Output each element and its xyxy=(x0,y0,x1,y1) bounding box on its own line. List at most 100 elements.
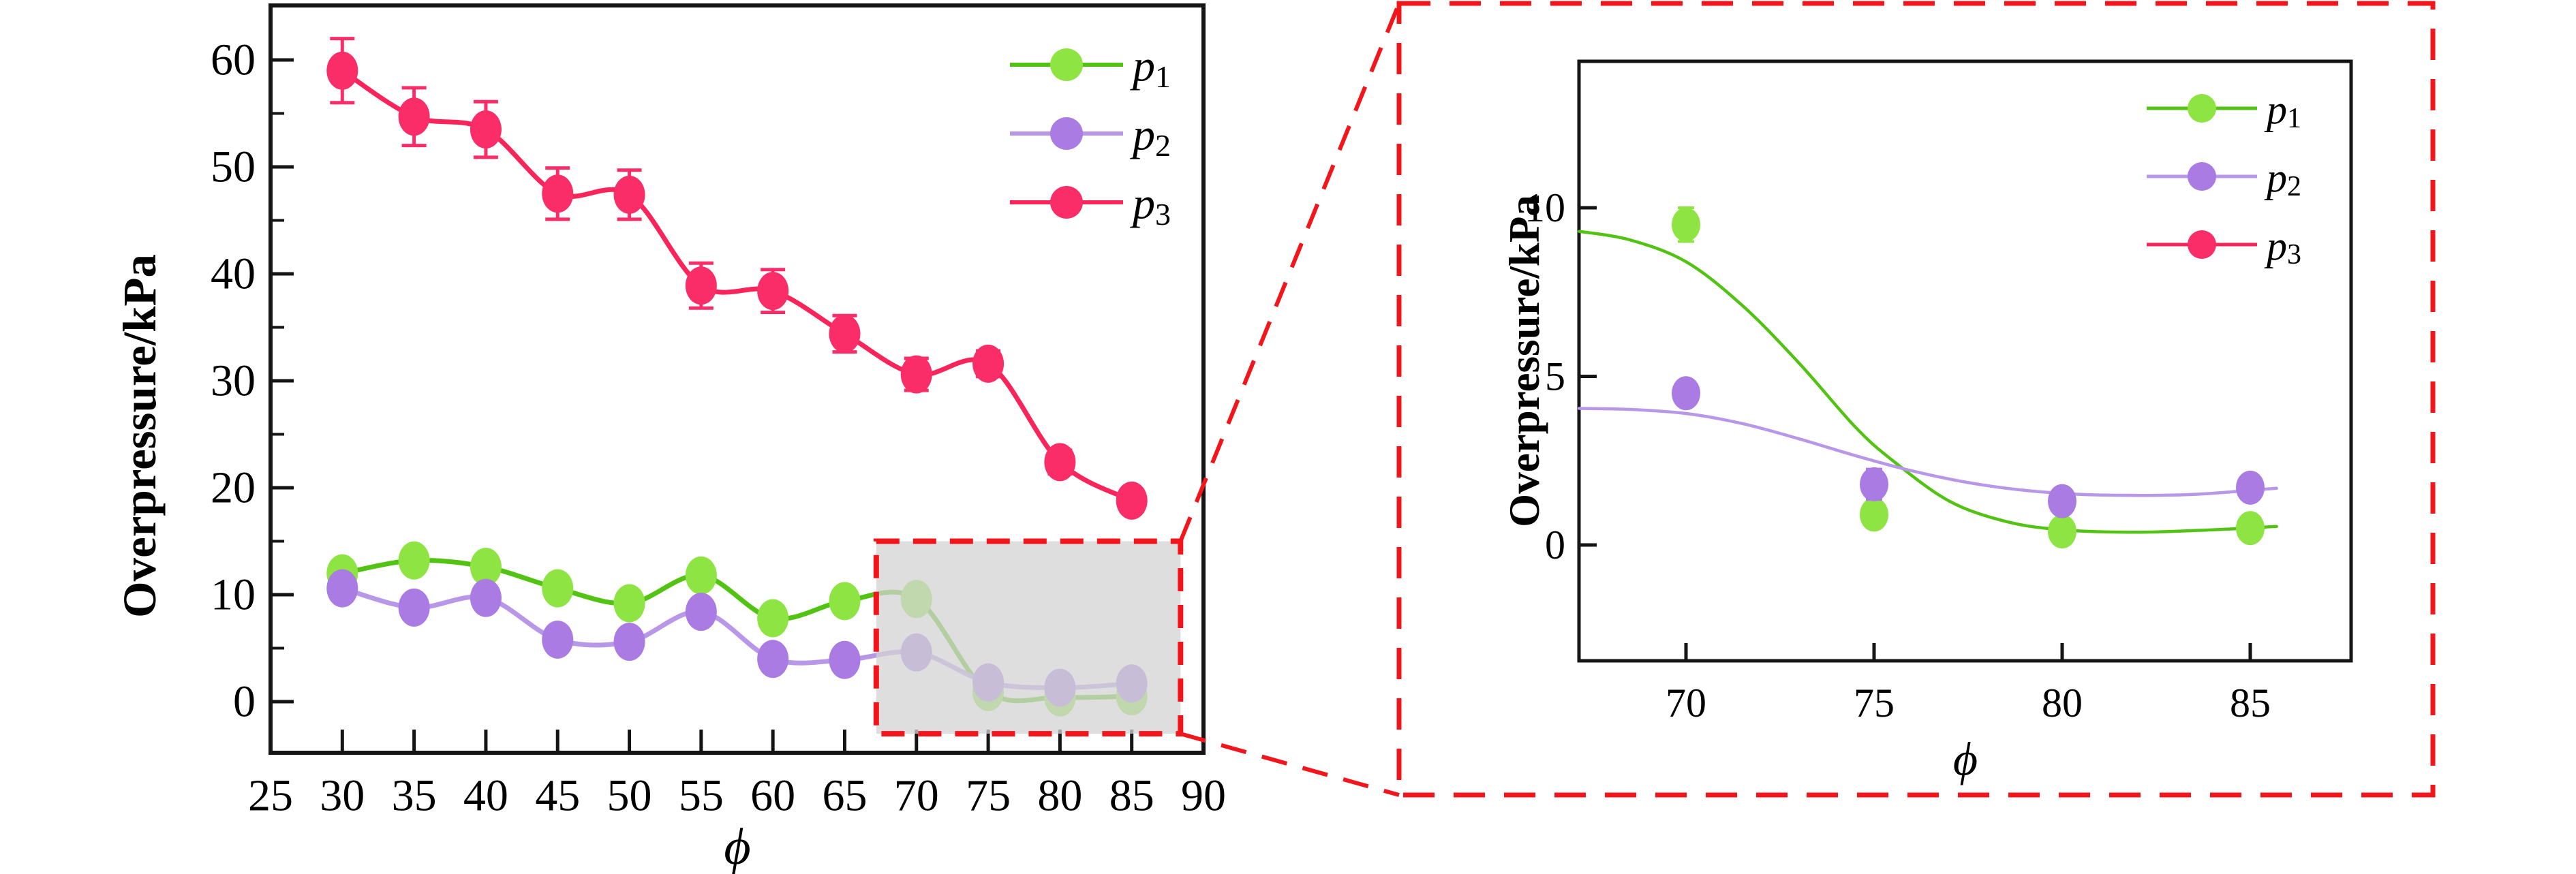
main-x-tick-label: 40 xyxy=(463,771,508,821)
main-panel: 25 30 35 40 45 50 55 60 65 70 75 80 85 90 0 10 20 30 40 50 6… xyxy=(114,3,1226,874)
p1-inset-series xyxy=(1577,206,2278,549)
p1-marker xyxy=(470,548,502,587)
inset-y-tick-label: 10 xyxy=(1524,185,1565,230)
highlight-region xyxy=(876,541,1181,734)
p2-inset-marker xyxy=(1860,467,1888,501)
zoom-connector-bottom xyxy=(1180,732,1400,797)
p3-marker xyxy=(972,344,1005,383)
p3-marker xyxy=(829,314,861,353)
main-y-axis-label: Overpressure/kPa xyxy=(114,254,166,618)
p1-legend-marker xyxy=(1050,48,1083,81)
main-x-axis-label: ϕ xyxy=(724,818,750,874)
p2-inset-marker xyxy=(2236,470,2265,505)
zoom-connector-top xyxy=(1178,2,1401,542)
p3-legend-label: p3 xyxy=(2264,223,2301,270)
p2-marker xyxy=(829,640,861,679)
main-x-tick-label: 35 xyxy=(392,771,437,821)
main-x-tick-label: 50 xyxy=(607,771,652,821)
legend-entry-p2: p2 xyxy=(1010,110,1171,163)
p2-marker xyxy=(542,620,574,659)
inset-legend: p1 p2 p3 xyxy=(2147,87,2301,270)
main-y-tick-label: 50 xyxy=(211,142,256,192)
main-y-tick-label: 60 xyxy=(211,35,256,85)
main-x-tick-label: 25 xyxy=(248,771,293,821)
main-x-tick-label: 45 xyxy=(535,771,580,821)
legend-entry-p3: p3 xyxy=(2147,223,2301,270)
main-y-tick-label: 0 xyxy=(233,677,256,727)
p1-marker xyxy=(398,541,430,580)
main-x-tick-label: 80 xyxy=(1037,771,1082,821)
p2-inset-fit-curve xyxy=(1577,407,2278,497)
legend-entry-p1: p1 xyxy=(1010,42,1171,94)
p2-legend-marker xyxy=(2188,162,2216,191)
p2-legend-marker xyxy=(1050,117,1083,150)
main-y-tick-label: 30 xyxy=(211,356,256,406)
legend-entry-p2: p2 xyxy=(2147,155,2301,202)
p3-marker xyxy=(685,266,717,305)
inset-outer-border xyxy=(1396,1,2436,798)
p2-inset-marker xyxy=(1672,376,1700,411)
p3-marker xyxy=(1044,443,1076,482)
p2-marker xyxy=(613,623,645,661)
main-x-tick-label: 70 xyxy=(894,771,939,821)
inset-x-tick-label: 75 xyxy=(1854,681,1895,725)
p3-marker xyxy=(900,355,932,394)
p2-marker xyxy=(326,569,358,608)
legend-entry-p3: p3 xyxy=(1010,179,1171,232)
main-x-tick-label: 60 xyxy=(750,771,795,821)
inset-x-tick-label: 80 xyxy=(2042,681,2083,725)
p2-inset-marker xyxy=(2048,484,2076,518)
p1-marker xyxy=(757,599,789,638)
main-y-tick-label: 10 xyxy=(211,570,256,620)
inset-y-axis-label: Overpressure/kPa xyxy=(1501,195,1548,527)
p1-legend-label: p1 xyxy=(2264,87,2301,134)
inset-y-tick-label: 5 xyxy=(1545,354,1565,399)
p2-marker xyxy=(470,578,502,617)
p2-inset-series xyxy=(1577,376,2278,518)
p3-legend-marker xyxy=(1050,186,1083,219)
p3-marker xyxy=(1116,481,1148,520)
legend-entry-p1: p1 xyxy=(2147,87,2301,134)
p2-marker xyxy=(757,640,789,678)
main-x-tick-label: 75 xyxy=(966,771,1011,821)
inset-x-tick-label: 70 xyxy=(1666,681,1706,725)
inset-y-tick-label: 0 xyxy=(1545,522,1565,567)
p2-marker xyxy=(685,593,717,631)
inset-plot-frame xyxy=(1577,59,2353,663)
p1-inset-fit-curve xyxy=(1577,230,2278,534)
main-x-tick-label: 55 xyxy=(679,771,724,821)
main-axes-ticks: 25 30 35 40 45 50 55 60 65 70 75 80 85 90 0 10 20 30 40 50 6… xyxy=(211,35,1226,821)
p3-legend-marker xyxy=(2188,230,2216,259)
p1-marker xyxy=(685,556,717,595)
p1-legend-label: p1 xyxy=(1130,42,1171,94)
p3-marker xyxy=(326,51,358,90)
main-x-tick-label: 30 xyxy=(320,771,365,821)
highlight-region-border xyxy=(873,538,1184,737)
p3-marker xyxy=(542,174,574,213)
p2-marker xyxy=(398,588,430,627)
p3-marker xyxy=(613,175,645,214)
p1-marker xyxy=(542,569,574,608)
p3-marker xyxy=(398,97,430,136)
main-x-tick-label: 90 xyxy=(1181,771,1226,821)
p1-inset-marker xyxy=(2048,514,2076,549)
inset-axes-ticks: 70 75 80 85 0 5 10 xyxy=(1524,185,2271,725)
p2-legend-label: p2 xyxy=(1130,110,1171,163)
main-legend: p1 p2 p3 xyxy=(1010,42,1171,232)
p3-marker xyxy=(470,110,502,149)
p1-inset-marker xyxy=(2236,511,2265,546)
p1-marker xyxy=(829,582,861,621)
main-x-tick-label: 65 xyxy=(822,771,867,821)
inset-x-tick-label: 85 xyxy=(2230,681,2271,725)
main-y-tick-label: 20 xyxy=(211,463,256,513)
main-x-tick-label: 85 xyxy=(1109,771,1154,821)
main-y-tick-label: 40 xyxy=(211,249,256,299)
p1-legend-marker xyxy=(2188,94,2216,123)
p1-inset-marker xyxy=(1672,207,1700,242)
p2-legend-label: p2 xyxy=(2264,155,2301,202)
p3-legend-label: p3 xyxy=(1130,179,1171,232)
p1-marker xyxy=(613,584,645,623)
